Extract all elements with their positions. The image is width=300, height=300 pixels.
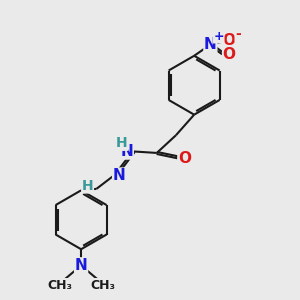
Text: O: O [223, 33, 236, 48]
Text: N: N [75, 258, 88, 273]
Text: CH₃: CH₃ [47, 279, 72, 292]
Text: H: H [116, 136, 128, 150]
Text: CH₃: CH₃ [90, 279, 115, 292]
Text: N: N [204, 37, 217, 52]
Text: -: - [235, 27, 241, 41]
Text: N: N [121, 144, 133, 159]
Text: N: N [113, 168, 125, 183]
Text: O: O [223, 47, 236, 62]
Text: H: H [82, 179, 93, 193]
Text: +: + [213, 30, 224, 43]
Text: O: O [178, 151, 191, 166]
